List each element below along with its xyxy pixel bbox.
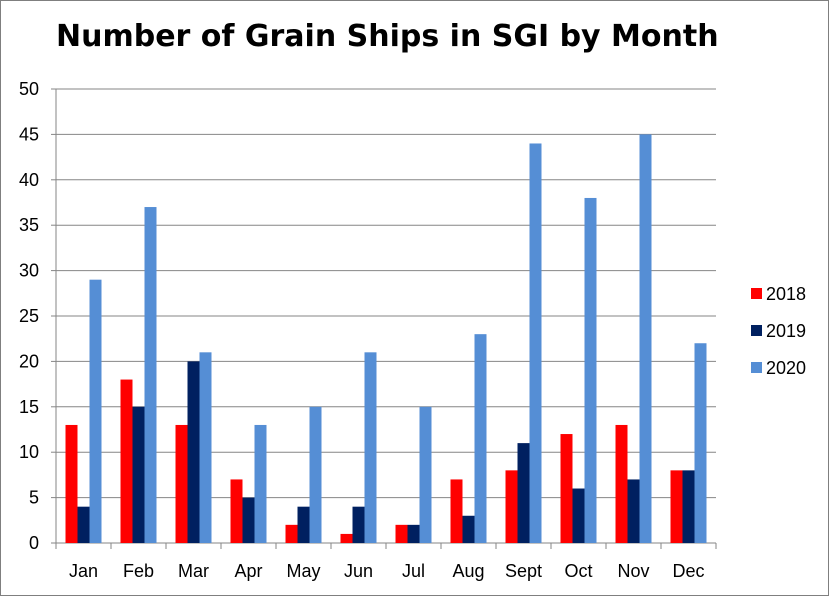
bar-2020-nov — [639, 134, 652, 543]
legend-label-2019: 2019 — [766, 321, 806, 341]
bar-2019-mar — [187, 361, 200, 543]
chart-title: Number of Grain Ships in SGI by Month — [56, 19, 719, 54]
bar-2018-mar — [175, 424, 188, 543]
x-tick-label: Dec — [672, 561, 704, 581]
x-tick-label: Jan — [69, 561, 98, 581]
bar-2018-jun — [340, 533, 353, 543]
x-tick-label: May — [286, 561, 320, 581]
gridlines — [56, 88, 716, 499]
x-tick-label: Mar — [178, 561, 209, 581]
bar-2020-may — [309, 406, 322, 543]
y-tick-label: 45 — [19, 124, 39, 144]
bar-2020-aug — [474, 334, 487, 543]
bar-2020-oct — [584, 197, 597, 543]
bar-2019-jan — [77, 506, 90, 543]
y-tick-label: 30 — [19, 261, 39, 281]
bar-2018-nov — [615, 424, 628, 543]
y-tick-label: 0 — [29, 533, 39, 553]
legend-swatch-2020 — [751, 362, 762, 373]
bar-2018-jan — [65, 424, 78, 543]
bar-2019-aug — [462, 515, 475, 543]
bar-2018-feb — [120, 379, 133, 543]
bar-2019-feb — [132, 406, 145, 543]
bar-2020-jul — [419, 406, 432, 543]
x-tick-label: Apr — [234, 561, 262, 581]
x-tick-label: Feb — [123, 561, 154, 581]
axes — [51, 88, 717, 549]
bar-2018-apr — [230, 479, 243, 543]
bar-2018-oct — [560, 434, 573, 543]
bar-2019-may — [297, 506, 310, 543]
bar-2018-jul — [395, 524, 408, 543]
bar-2018-aug — [450, 479, 463, 543]
x-tick-label: Nov — [617, 561, 649, 581]
bar-2018-may — [285, 524, 298, 543]
y-tick-label: 35 — [19, 215, 39, 235]
x-tick-label: Sept — [505, 561, 542, 581]
y-tick-label: 20 — [19, 351, 39, 371]
legend: 2018 2019 2020 — [751, 284, 806, 378]
bar-2019-jun — [352, 506, 365, 543]
y-tick-label: 15 — [19, 397, 39, 417]
bar-2020-dec — [694, 343, 707, 543]
bar-2019-apr — [242, 497, 255, 543]
bar-2018-sept — [505, 470, 518, 543]
bar-2020-mar — [199, 352, 212, 543]
bars — [65, 134, 707, 544]
y-tick-label: 50 — [19, 79, 39, 99]
bar-2019-jul — [407, 524, 420, 543]
legend-swatch-2018 — [751, 288, 762, 299]
bar-2020-jun — [364, 352, 377, 543]
bar-2020-jan — [89, 279, 102, 543]
x-tick-label: Oct — [564, 561, 592, 581]
bar-2019-sept — [517, 443, 530, 543]
bar-2020-feb — [144, 207, 157, 544]
legend-label-2018: 2018 — [766, 284, 806, 304]
bar-2019-nov — [627, 479, 640, 543]
x-tick-label: Jun — [344, 561, 373, 581]
bar-2019-dec — [682, 470, 695, 543]
x-tick-label: Aug — [452, 561, 484, 581]
y-tick-label: 25 — [19, 306, 39, 326]
bar-2020-apr — [254, 424, 267, 543]
legend-swatch-2019 — [751, 325, 762, 336]
x-tick-label: Jul — [402, 561, 425, 581]
legend-label-2020: 2020 — [766, 358, 806, 378]
y-tick-label: 5 — [29, 488, 39, 508]
y-tick-label: 10 — [19, 442, 39, 462]
y-tick-label: 40 — [19, 170, 39, 190]
bar-2019-oct — [572, 488, 585, 543]
tick-labels: 0 5 10 15 20 25 30 35 40 45 50 Jan Feb Mar Apr May Jun Ju… — [19, 79, 705, 581]
bar-2020-sept — [529, 143, 542, 544]
bar-2018-dec — [670, 470, 683, 543]
